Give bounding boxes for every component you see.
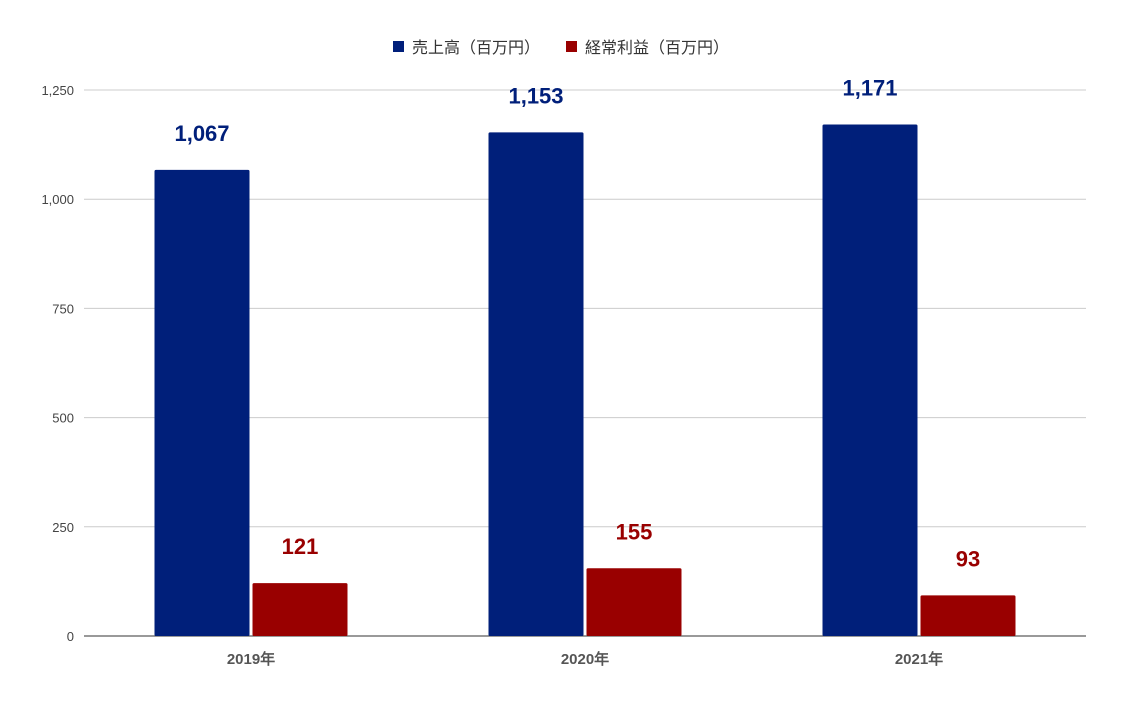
bar-sales[interactable] <box>488 132 584 636</box>
y-tick-label: 500 <box>52 411 74 426</box>
legend: 売上高（百万円） 経常利益（百万円） <box>0 34 1122 58</box>
x-tick-label: 2019年 <box>227 650 275 668</box>
data-label: 1,067 <box>174 121 229 146</box>
y-tick-label: 1,000 <box>41 192 74 207</box>
y-tick-label: 0 <box>67 629 74 644</box>
data-label: 93 <box>956 546 980 571</box>
legend-label-sales: 売上高（百万円） <box>411 38 540 57</box>
data-label: 121 <box>282 534 319 559</box>
legend-item-ordinary-profit[interactable]: 経常利益（百万円） <box>566 34 729 58</box>
bar-ordinary-profit[interactable] <box>586 568 682 636</box>
bar-sales[interactable] <box>154 169 250 637</box>
bar-sales[interactable] <box>822 124 918 636</box>
x-tick-label: 2020年 <box>561 650 609 668</box>
y-tick-label: 1,250 <box>41 83 74 98</box>
x-tick-label: 2021年 <box>895 650 943 668</box>
y-tick-label: 750 <box>52 301 74 316</box>
bar-ordinary-profit[interactable] <box>252 583 348 636</box>
legend-item-sales[interactable]: 売上高（百万円） <box>392 34 540 58</box>
data-label: 1,171 <box>842 76 897 101</box>
data-label: 1,153 <box>508 83 563 108</box>
legend-label-ordinary-profit: 経常利益（百万円） <box>585 38 730 57</box>
bar-ordinary-profit[interactable] <box>920 595 1016 636</box>
legend-swatch-ordinary-profit <box>566 40 577 52</box>
legend-swatch-sales <box>392 40 404 52</box>
data-label: 155 <box>616 519 653 544</box>
y-tick-label: 250 <box>52 520 74 535</box>
